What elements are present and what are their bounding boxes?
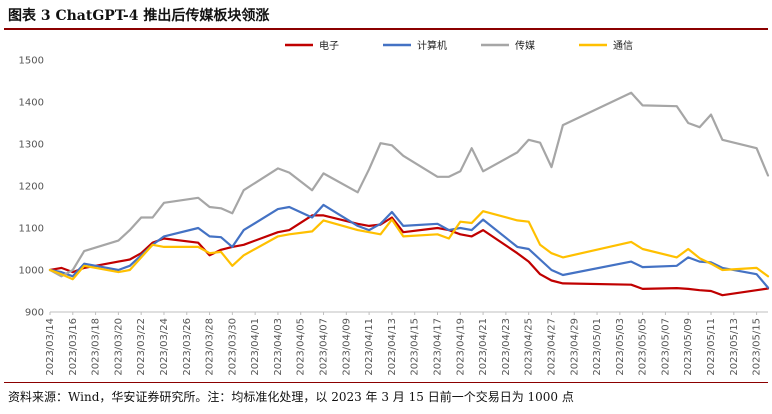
x-tick-label: 2023/04/07	[319, 318, 330, 376]
y-tick-label: 1300	[19, 140, 44, 151]
series-line-4	[48, 210, 770, 281]
line-chart: 电子 计算机 传媒 通信 900 1000 1100 1200 1300 1400 1500 20…	[19, 39, 770, 376]
x-tick-label: 2023/05/13	[729, 318, 740, 376]
legend-label: 传媒	[515, 40, 535, 52]
y-tick-label: 1500	[19, 56, 44, 67]
x-tick-label: 2023/03/22	[136, 318, 147, 376]
y-tick-label: 1400	[19, 98, 44, 109]
series-line-1	[48, 214, 770, 297]
x-tick-label: 2023/04/29	[569, 318, 580, 376]
x-tick-label: 2023/04/21	[478, 318, 489, 376]
x-tick-label: 2023/04/27	[546, 318, 557, 376]
x-tick-label: 2023/04/09	[341, 318, 352, 376]
x-tick-label: 2023/05/01	[592, 318, 603, 376]
x-tick-label: 2023/05/03	[615, 318, 626, 376]
x-tick-label: 2023/05/15	[752, 318, 763, 376]
x-tick-label: 2023/03/24	[159, 318, 170, 376]
legend-label: 电子	[319, 39, 339, 52]
x-tick-label: 2023/04/25	[524, 318, 535, 376]
x-tick-label: 2023/03/28	[205, 318, 216, 376]
x-tick-label: 2023/03/30	[227, 318, 238, 376]
title-divider	[4, 28, 768, 30]
x-tick-label: 2023/04/05	[296, 318, 307, 376]
x-tick-label: 2023/04/19	[455, 318, 466, 376]
x-tick-label: 2023/04/01	[250, 318, 261, 376]
y-tick-label: 1000	[19, 266, 44, 277]
y-tick-label: 900	[25, 308, 44, 319]
x-tick-label: 2023/03/18	[91, 318, 102, 376]
source-note: 资料来源：Wind，华安证券研究所。注：均标准化处理，以 2023 年 3 月 …	[8, 390, 574, 404]
legend-label: 通信	[613, 40, 633, 52]
x-tick-label: 2023/04/23	[501, 318, 512, 376]
source-divider	[4, 382, 768, 383]
series-line-3	[48, 91, 770, 278]
x-tick-label: 2023/05/07	[660, 318, 671, 376]
y-axis: 900 1000 1100 1200 1300 1400 1500	[19, 56, 44, 319]
x-tick-label: 2023/03/26	[182, 318, 193, 376]
x-tick-label: 2023/05/09	[683, 318, 694, 376]
series-group	[48, 91, 770, 297]
x-tick-label: 2023/03/14	[45, 318, 56, 376]
legend: 电子 计算机 传媒 通信	[285, 39, 633, 52]
y-tick-label: 1200	[19, 182, 44, 193]
x-tick-label: 2023/04/11	[364, 318, 375, 376]
x-tick-label: 2023/04/03	[273, 318, 284, 376]
x-tick-label: 2023/05/11	[706, 318, 717, 376]
x-tick-label: 2023/03/20	[113, 318, 124, 376]
y-tick-label: 1100	[19, 224, 44, 235]
x-tick-label: 2023/04/13	[387, 318, 398, 376]
x-tick-label: 2023/03/16	[68, 318, 79, 376]
x-tick-label: 2023/05/05	[638, 318, 649, 376]
figure-title: 图表 3 ChatGPT-4 推出后传媒板块领涨	[8, 8, 270, 24]
x-tick-label: 2023/04/17	[432, 318, 443, 376]
legend-label: 计算机	[417, 39, 447, 52]
x-tick-label: 2023/04/15	[410, 318, 421, 376]
x-axis: 2023/03/14 2023/03/16 2023/03/18 2023/03/20…	[45, 311, 768, 376]
